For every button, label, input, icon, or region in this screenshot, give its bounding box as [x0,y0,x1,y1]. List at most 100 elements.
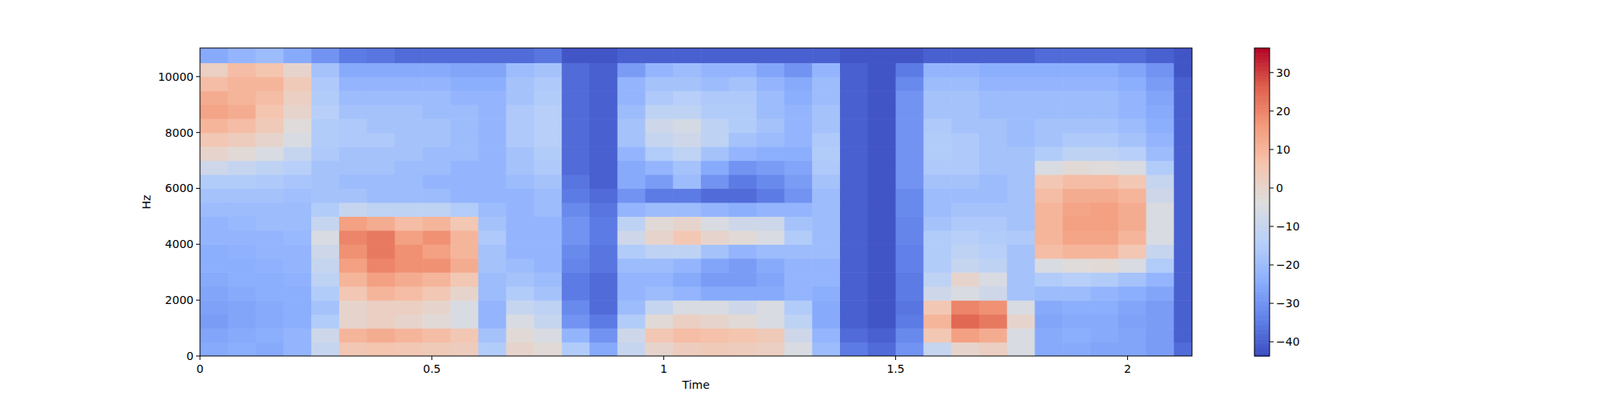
cell [1062,342,1091,356]
cell [728,216,757,231]
cell [506,244,535,259]
cell [422,174,451,189]
cell [979,174,1008,189]
cell [478,230,507,245]
cell [1173,62,1192,77]
cell [533,230,562,245]
cell [1173,90,1192,105]
cell [700,286,729,301]
cell [367,300,396,315]
cell [784,216,812,231]
cell [478,286,507,301]
cell [478,216,507,231]
cell [672,300,701,315]
cell [1090,132,1119,148]
cell [868,62,896,77]
cell [533,202,562,217]
cell [561,160,590,176]
cell [923,272,952,287]
y-tick [196,132,200,133]
cell [868,90,896,105]
cell [589,286,618,301]
cell [589,76,618,92]
cell [1173,342,1192,356]
cell [228,230,256,245]
cell [840,188,868,203]
cell [784,300,812,315]
cell [506,132,535,148]
cell [1146,314,1175,329]
cell [478,132,507,148]
cell [533,62,562,77]
cell [1034,118,1063,133]
cell [283,160,312,176]
cell [840,118,868,133]
cell [812,118,840,133]
cell [228,286,256,301]
cell [756,146,785,161]
cell [951,118,980,133]
cell [617,230,646,245]
cell [784,174,812,189]
cell [1090,62,1119,77]
cell [672,132,701,148]
cell [672,286,701,301]
cell [923,286,952,301]
cell [1146,230,1175,245]
cell [951,314,980,329]
cell [1034,174,1063,189]
cell [840,146,868,161]
cell [283,258,312,273]
cell [1090,146,1119,161]
y-tick [196,188,200,189]
cell [868,146,896,161]
cell [617,104,646,120]
cell [589,244,618,259]
cell [1090,104,1119,120]
cell [896,230,924,245]
cell [478,48,507,64]
cell [311,62,340,77]
cell [700,216,729,231]
cell [450,62,479,77]
cell [896,202,924,217]
cell [896,118,924,133]
cell [728,314,757,329]
cell [617,76,646,92]
cell [339,216,368,231]
cell [1062,202,1091,217]
cell [951,104,980,120]
cell [700,90,729,105]
cell [812,62,840,77]
cell [1146,174,1175,189]
cell [1173,216,1192,231]
cell [394,90,423,105]
cell [896,76,924,92]
cell [228,244,256,259]
cell [812,48,840,64]
cell [422,300,451,315]
cell [1118,314,1147,329]
cell [367,328,396,343]
cell [1062,62,1091,77]
cell [1173,300,1192,315]
cell [228,328,256,343]
cell [311,188,340,203]
cell [478,104,507,120]
cell [896,216,924,231]
cell [367,314,396,329]
cell [1146,216,1175,231]
cell [812,258,840,273]
cell [700,328,729,343]
cell [367,286,396,301]
cell [812,300,840,315]
cell [700,160,729,176]
cell [561,146,590,161]
cell [840,286,868,301]
cell [561,104,590,120]
cell [283,48,312,64]
cell [339,132,368,148]
cell [700,76,729,92]
cell [951,160,980,176]
cell [868,118,896,133]
